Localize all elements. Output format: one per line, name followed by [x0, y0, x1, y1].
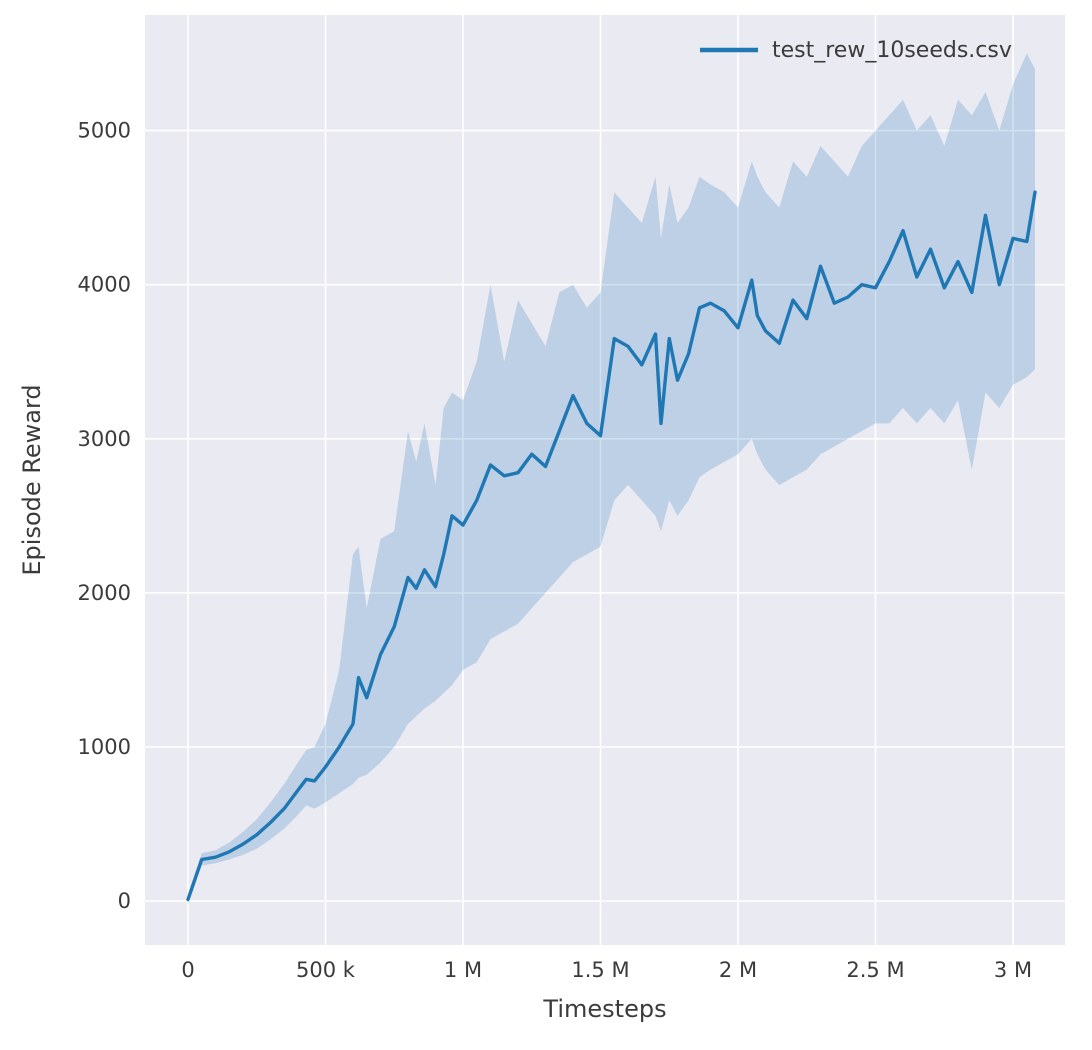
x-axis-label: Timesteps [542, 995, 666, 1023]
x-tick-label: 2.5 M [846, 958, 904, 982]
x-tick-label: 500 k [296, 958, 356, 982]
y-tick-label: 5000 [78, 119, 131, 143]
x-tick-label: 2 M [719, 958, 757, 982]
legend-label: test_rew_10seeds.csv [772, 38, 1012, 63]
confidence-band [188, 53, 1035, 905]
y-tick-label: 3000 [78, 427, 131, 451]
y-tick-label: 4000 [78, 273, 131, 297]
x-tick-label: 3 M [994, 958, 1032, 982]
mean-line [186, 190, 1037, 902]
x-tick-label: 1.5 M [571, 958, 629, 982]
x-tick-label: 0 [181, 958, 194, 982]
y-tick-label: 1000 [78, 735, 131, 759]
legend: test_rew_10seeds.csv [700, 38, 1012, 63]
y-axis-label: Episode Reward [18, 384, 46, 575]
x-tick-label: 1 M [444, 958, 482, 982]
y-tick-label: 2000 [78, 581, 131, 605]
y-tick-label: 0 [118, 889, 131, 913]
